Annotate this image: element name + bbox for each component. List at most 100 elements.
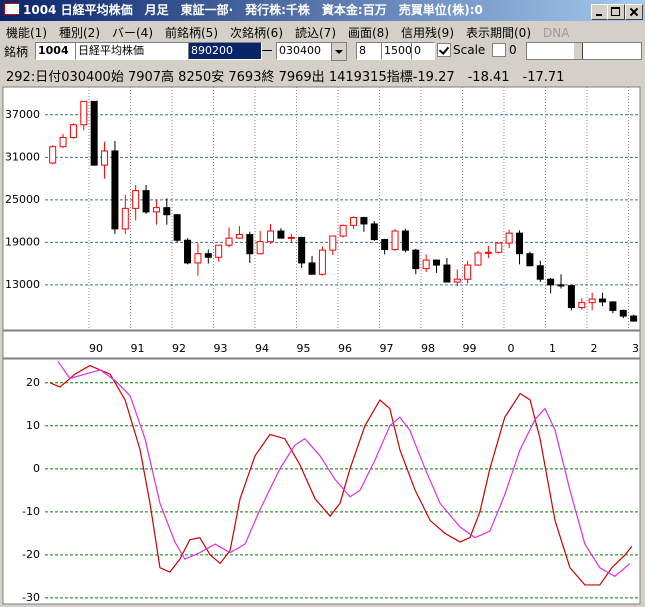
candle-body: [256, 241, 264, 255]
menu-item[interactable]: 読込(7): [295, 26, 336, 40]
x-tick-label: 2: [590, 342, 597, 355]
candle-body: [215, 244, 223, 258]
candle-body: [484, 251, 492, 254]
candle-body: [49, 146, 57, 164]
menu-item[interactable]: 画面(8): [348, 26, 389, 40]
x-tick-label: 99: [462, 342, 476, 355]
candle-body: [464, 264, 472, 280]
maximize-button[interactable]: [607, 4, 625, 20]
x-tick-label: 91: [130, 342, 144, 355]
menu-item[interactable]: 信用残(9): [401, 26, 454, 40]
menu-item[interactable]: 種別(2): [59, 26, 100, 40]
close-button[interactable]: [625, 4, 643, 20]
candle-body: [505, 232, 513, 244]
checkbox[interactable]: [492, 43, 506, 57]
candle-body: [557, 284, 565, 287]
menu-item[interactable]: 表示期間(0): [466, 26, 531, 40]
candle-body: [495, 242, 503, 253]
candle-body: [111, 150, 119, 230]
x-tick-label: 94: [255, 342, 269, 355]
candle-body: [443, 264, 451, 283]
slider[interactable]: [526, 42, 642, 60]
y-tick-label: 13000: [5, 278, 40, 291]
candle-body: [163, 207, 171, 216]
x-tick-label: 90: [89, 342, 103, 355]
y-tick-label: -20: [22, 548, 40, 561]
candle-body: [318, 249, 326, 275]
y-tick-label: 31000: [5, 150, 40, 163]
date-band: [2, 330, 641, 359]
info-line: 292:日付030400始 7907高 8250安 7693終 7969出 14…: [6, 70, 565, 85]
y-tick-label: 10: [26, 419, 40, 432]
dropdown-button[interactable]: [331, 42, 347, 61]
candle-body: [350, 217, 358, 226]
candle-body: [194, 253, 202, 264]
x-tick-label: 95: [296, 342, 310, 355]
candle-body: [225, 237, 233, 246]
menu-item[interactable]: DNA: [543, 26, 570, 40]
candle-body: [412, 249, 420, 270]
menu-item[interactable]: バー(4): [112, 26, 153, 40]
price-panel: [2, 86, 641, 331]
date-field[interactable]: 030400: [276, 42, 336, 60]
indicator-panel: [2, 358, 641, 605]
y-tick-label: 19000: [5, 235, 40, 248]
menu-item[interactable]: 前銘柄(5): [165, 26, 218, 40]
y-tick-label: -10: [22, 505, 40, 518]
candle-body: [246, 234, 254, 255]
scale-checkbox[interactable]: [437, 43, 451, 57]
window-title: 1004 日経平均株価 月足 東証一部· 発行株:千株 資本金:百万 売買単位(…: [23, 3, 483, 17]
checkbox-label: 0: [509, 43, 517, 57]
x-tick-label: 98: [421, 342, 435, 355]
candle-body: [80, 100, 88, 126]
candle-body: [401, 230, 409, 251]
candle-body: [277, 230, 285, 239]
candle-body: [516, 232, 524, 255]
candle-body: [599, 298, 607, 303]
y-tick-label: 20: [26, 376, 40, 389]
symbol-label: 銘柄: [4, 45, 29, 59]
x-tick-label: 92: [172, 342, 186, 355]
menu-bar: 機能(1) 種別(2) バー(4) 前銘柄(5) 次銘柄(6) 読込(7) 画面(8) 信用残…: [6, 24, 581, 41]
candle-body: [59, 136, 67, 148]
field-3[interactable]: 0: [411, 42, 435, 60]
candle-body: [391, 230, 399, 250]
candle-body: [578, 302, 586, 309]
candle-body: [235, 234, 243, 239]
menu-item[interactable]: 次銘柄(6): [230, 26, 283, 40]
candle-body: [422, 259, 430, 270]
candle-body: [567, 285, 575, 309]
candle-body: [287, 236, 295, 239]
menu-item[interactable]: 機能(1): [6, 26, 47, 40]
y-tick-label: 0: [33, 462, 40, 475]
indicator-line: [57, 360, 631, 578]
candle-body: [536, 265, 544, 280]
candle-body: [433, 259, 441, 266]
candle-body: [381, 239, 389, 250]
code-field[interactable]: 1004: [35, 42, 77, 60]
candle-body: [453, 278, 461, 283]
indicator-line: [49, 364, 633, 586]
candle-body: [90, 100, 98, 166]
name-field[interactable]: 日経平均株価: [75, 42, 189, 60]
candle-body: [370, 223, 378, 241]
scale-label: Scale: [453, 43, 486, 57]
separator: [262, 50, 272, 51]
candle-body: [360, 217, 368, 225]
candle-body: [142, 190, 150, 213]
candle-body: [308, 262, 316, 275]
app-icon: [4, 3, 20, 15]
candle-body: [630, 315, 638, 322]
candle-body: [329, 235, 337, 251]
candle-body: [588, 298, 596, 304]
candle-body: [547, 278, 555, 286]
candle-body: [474, 252, 482, 266]
y-tick-label: 25000: [5, 193, 40, 206]
value-field[interactable]: 890200: [188, 42, 262, 60]
x-tick-label: 96: [338, 342, 352, 355]
candle-body: [121, 207, 129, 230]
x-tick-label: 0: [507, 342, 514, 355]
candle-body: [69, 124, 77, 138]
